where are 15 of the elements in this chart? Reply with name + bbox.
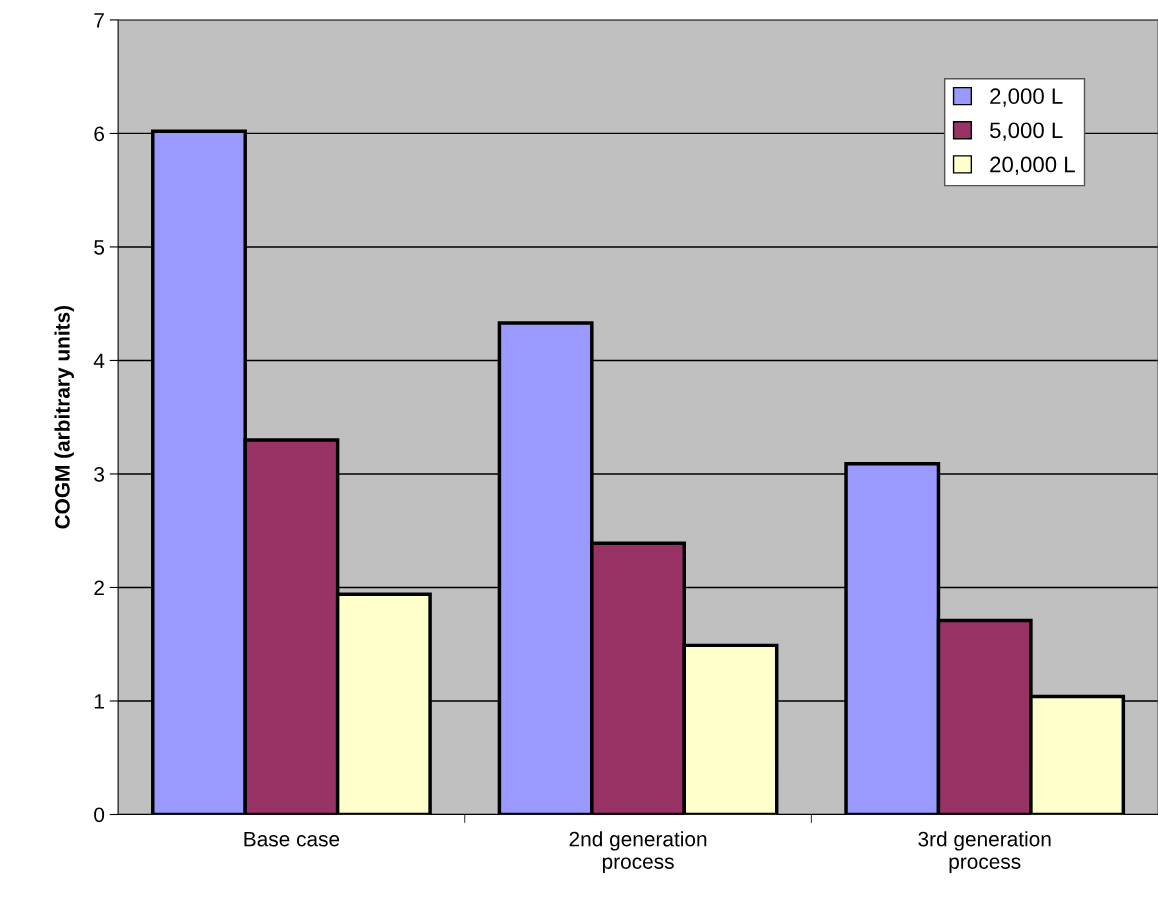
legend-label: 5,000 L [990, 122, 1063, 141]
legend-label: 20,000 L [990, 156, 1075, 175]
y-tick-label: 7 [94, 13, 104, 28]
x-tick-label: Base case [244, 831, 340, 847]
y-tick-label: 1 [94, 694, 104, 709]
x-tick-label: 2nd generation process [569, 831, 707, 874]
y-tick-label: 3 [94, 466, 105, 482]
x-tick-label: 3rd generation process [918, 831, 1051, 874]
legend-label: 2,000 L [990, 88, 1063, 107]
y-tick-label: 2 [94, 580, 104, 596]
y-tick-label: 6 [94, 126, 105, 142]
y-tick-label: 5 [94, 240, 105, 255]
y-axis-title: COGM (arbitrary units) [54, 305, 74, 529]
y-tick-label: 4 [93, 353, 105, 368]
y-tick-label: 0 [94, 807, 105, 823]
